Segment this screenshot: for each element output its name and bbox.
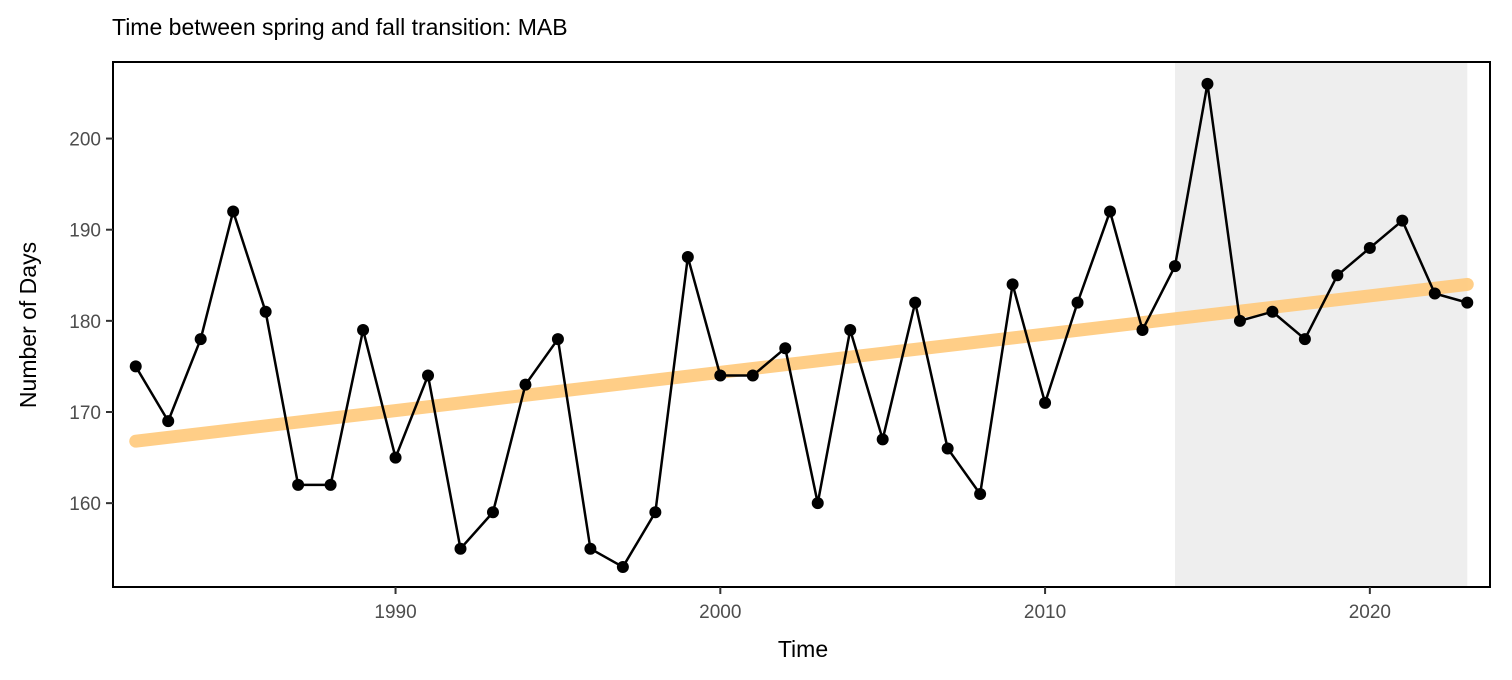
y-axis: 160 170 180 190 200 [69, 130, 113, 515]
data-point-1992 [454, 542, 467, 555]
x-axis: 1990 2000 2010 2020 [374, 587, 1391, 623]
data-points [129, 77, 1474, 573]
data-point-1999 [681, 251, 694, 264]
data-point-1984 [194, 333, 207, 346]
data-point-2016 [1233, 314, 1246, 327]
data-point-2002 [779, 342, 792, 355]
panel-border [112, 61, 1491, 588]
data-point-2017 [1266, 305, 1279, 318]
data-point-1993 [486, 506, 499, 519]
data-point-1998 [649, 506, 662, 519]
data-point-1995 [551, 333, 564, 346]
y-tick-label-200: 200 [69, 130, 101, 151]
data-point-2023 [1461, 296, 1474, 309]
data-point-2021 [1396, 214, 1409, 227]
data-point-2010 [1039, 396, 1052, 409]
data-point-1986 [259, 305, 272, 318]
data-point-1996 [584, 542, 597, 555]
data-point-2011 [1071, 296, 1084, 309]
data-point-1988 [324, 478, 337, 491]
data-point-2005 [876, 433, 889, 446]
data-point-2015 [1201, 77, 1214, 90]
trend-line [129, 277, 1474, 448]
x-axis-title: Time [778, 636, 828, 662]
y-tick-label-180: 180 [69, 312, 101, 333]
y-axis-title: Number of Days [15, 242, 41, 408]
data-point-2007 [941, 442, 954, 455]
y-tick-label-190: 190 [69, 221, 101, 242]
data-point-1989 [357, 323, 370, 336]
data-point-2013 [1136, 323, 1149, 336]
data-point-2006 [909, 296, 922, 309]
data-point-2009 [1006, 278, 1019, 291]
y-tick-label-160: 160 [69, 494, 101, 515]
data-point-2022 [1428, 287, 1441, 300]
data-point-1985 [227, 205, 240, 218]
data-point-1990 [389, 451, 402, 464]
data-point-2020 [1363, 241, 1376, 254]
shaded-region [1174, 62, 1468, 587]
y-tick-label-170: 170 [69, 403, 101, 424]
data-point-2004 [844, 323, 857, 336]
x-tick-label-2020: 2020 [1349, 602, 1391, 623]
x-tick-label-2000: 2000 [699, 602, 741, 623]
x-tick-label-1990: 1990 [374, 602, 416, 623]
data-point-2003 [811, 497, 824, 510]
data-point-1991 [422, 369, 435, 382]
data-point-2019 [1331, 269, 1344, 282]
data-point-2008 [974, 488, 987, 501]
data-point-1987 [292, 478, 305, 491]
data-point-1997 [616, 560, 629, 573]
data-point-2014 [1168, 260, 1181, 273]
data-point-2000 [714, 369, 727, 382]
data-point-1982 [129, 360, 142, 373]
data-point-2018 [1298, 333, 1311, 346]
x-tick-label-2010: 2010 [1024, 602, 1066, 623]
data-point-2012 [1104, 205, 1117, 218]
data-point-1983 [162, 415, 175, 428]
chart-title: Time between spring and fall transition:… [112, 14, 568, 40]
data-point-2001 [746, 369, 759, 382]
data-point-1994 [519, 378, 532, 391]
